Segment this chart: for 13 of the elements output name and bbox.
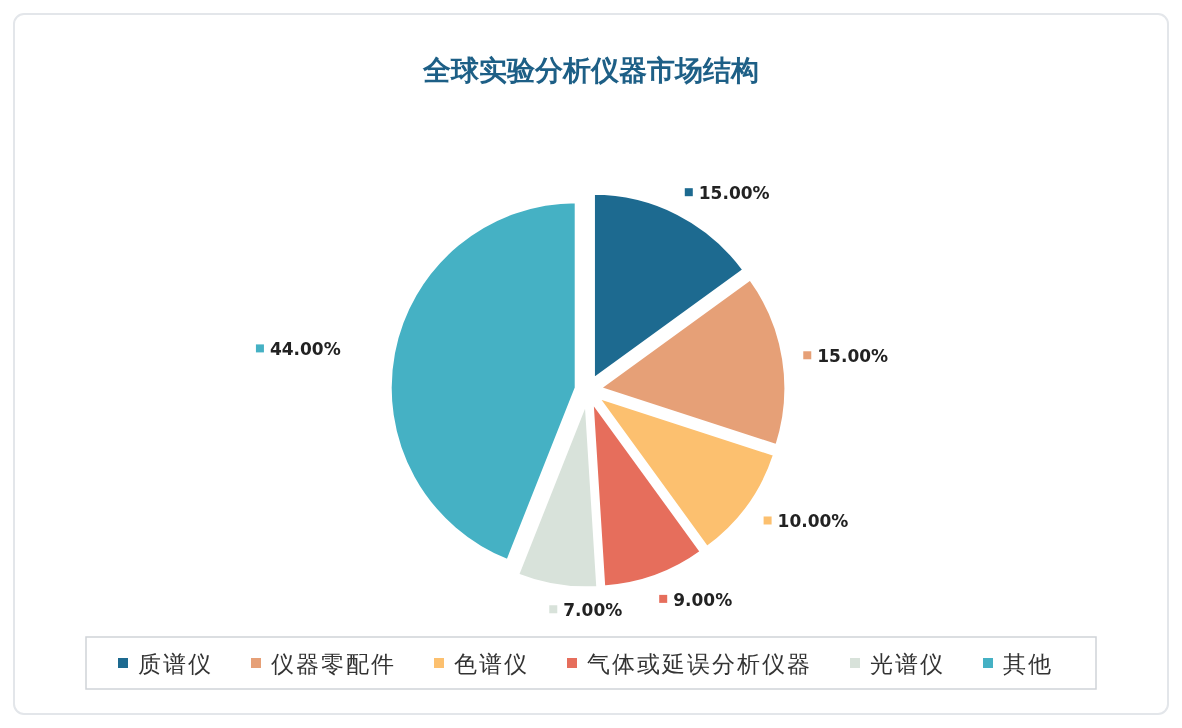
data-label: 15.00% xyxy=(698,183,770,204)
legend-label: 其他 xyxy=(1003,651,1053,677)
legend-label: 气体或延误分析仪器 xyxy=(587,651,812,677)
legend-label: 仪器零配件 xyxy=(271,651,396,677)
data-label: 15.00% xyxy=(817,346,889,367)
data-label: 44.00% xyxy=(269,339,341,360)
chart-title: 全球实验分析仪器市场结构 xyxy=(422,54,759,87)
data-label: 10.00% xyxy=(777,511,849,532)
legend-label: 色谱仪 xyxy=(454,651,529,677)
data-label: 9.00% xyxy=(673,589,733,610)
legend-label: 光谱仪 xyxy=(870,651,945,677)
legend-label: 质谱仪 xyxy=(138,651,213,677)
data-label: 7.00% xyxy=(563,600,623,621)
